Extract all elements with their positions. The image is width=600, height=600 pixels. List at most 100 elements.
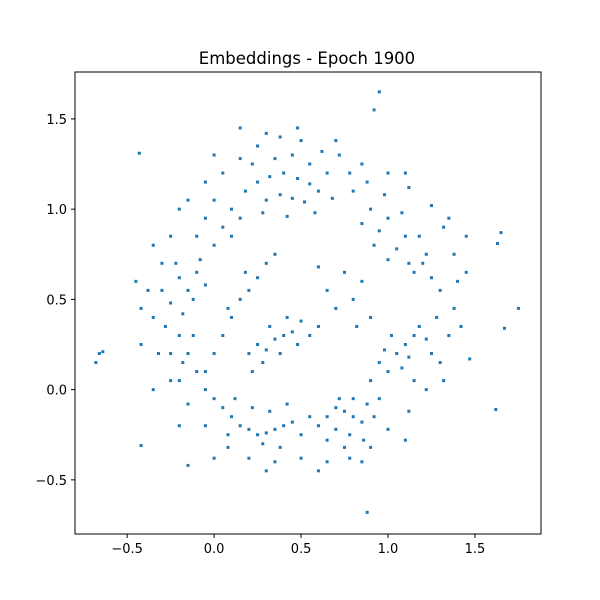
- data-point: [250, 162, 254, 166]
- data-point: [299, 139, 303, 143]
- data-point: [195, 270, 199, 274]
- data-point: [442, 225, 446, 229]
- data-point: [424, 252, 428, 256]
- data-point: [308, 182, 312, 186]
- data-point: [156, 352, 160, 356]
- data-point: [177, 333, 181, 337]
- data-point: [395, 247, 399, 251]
- data-point: [198, 258, 202, 262]
- data-point: [261, 211, 265, 215]
- data-point: [429, 204, 433, 208]
- data-point: [229, 207, 233, 211]
- data-point: [139, 444, 143, 448]
- data-point: [386, 427, 390, 431]
- data-point: [407, 409, 411, 413]
- data-point: [229, 234, 233, 238]
- data-point: [139, 306, 143, 310]
- data-point: [516, 306, 520, 310]
- data-point: [351, 397, 355, 401]
- data-point: [238, 126, 242, 130]
- data-point: [464, 234, 468, 238]
- data-point: [268, 324, 272, 328]
- data-point: [160, 288, 164, 292]
- data-point: [447, 333, 451, 337]
- data-point: [360, 279, 364, 283]
- data-point: [362, 438, 366, 442]
- data-point: [247, 427, 251, 431]
- data-point: [243, 189, 247, 193]
- data-point: [400, 366, 404, 370]
- data-point: [169, 234, 173, 238]
- data-point: [320, 149, 324, 153]
- data-point: [407, 186, 411, 189]
- data-point: [386, 370, 390, 374]
- data-point: [256, 343, 260, 347]
- data-point: [403, 438, 407, 442]
- data-point: [238, 216, 242, 220]
- data-point: [459, 324, 463, 328]
- data-point: [261, 442, 265, 446]
- data-point: [365, 402, 369, 406]
- x-tick-label: 1.0: [378, 542, 399, 557]
- data-point: [325, 438, 329, 442]
- data-point: [278, 352, 282, 356]
- data-point: [212, 456, 216, 460]
- data-point: [417, 324, 421, 328]
- data-point: [316, 424, 320, 428]
- data-point: [438, 361, 442, 365]
- data-point: [499, 231, 503, 235]
- y-axis: −0.5 0.0 0.5 1.0 1.5: [35, 113, 75, 489]
- data-point: [243, 270, 247, 274]
- y-tick-label: 1.5: [46, 113, 67, 128]
- data-point: [212, 397, 216, 401]
- data-point: [169, 379, 173, 383]
- data-point: [377, 397, 381, 401]
- data-point: [203, 180, 207, 184]
- data-point: [264, 261, 268, 265]
- data-point: [365, 510, 369, 514]
- data-point: [403, 171, 407, 175]
- data-point: [412, 270, 416, 274]
- data-point: [308, 333, 312, 337]
- data-point: [325, 171, 329, 175]
- data-point: [316, 189, 320, 193]
- data-point: [429, 276, 433, 280]
- x-tick-label: −0.5: [111, 542, 143, 557]
- data-point: [273, 460, 277, 464]
- data-point: [369, 379, 373, 383]
- data-point: [97, 352, 101, 356]
- data-point: [282, 171, 286, 175]
- data-point: [372, 243, 376, 247]
- data-point: [273, 337, 277, 341]
- data-point: [233, 397, 237, 401]
- data-point: [174, 261, 178, 265]
- data-point: [212, 243, 216, 247]
- plot-frame: [74, 71, 542, 535]
- data-point: [268, 409, 272, 413]
- data-point: [290, 330, 294, 334]
- data-point: [334, 139, 338, 143]
- data-point: [343, 445, 347, 449]
- data-point: [334, 306, 338, 310]
- data-point: [226, 306, 230, 310]
- data-point: [169, 352, 173, 356]
- data-point: [186, 402, 190, 406]
- y-tick-label: −0.5: [35, 474, 67, 489]
- data-point: [273, 157, 277, 161]
- data-point: [308, 415, 312, 419]
- data-point: [383, 193, 387, 197]
- data-point: [264, 348, 268, 352]
- data-point: [351, 189, 355, 193]
- data-point: [177, 379, 181, 383]
- data-point: [496, 241, 500, 245]
- data-point: [238, 157, 242, 161]
- data-point: [386, 171, 390, 175]
- data-point: [468, 357, 472, 361]
- data-point: [278, 445, 282, 449]
- data-point: [212, 198, 216, 202]
- data-point: [186, 463, 190, 467]
- data-point: [400, 211, 404, 215]
- data-point: [442, 379, 446, 383]
- data-point: [181, 312, 185, 316]
- data-point: [101, 350, 105, 354]
